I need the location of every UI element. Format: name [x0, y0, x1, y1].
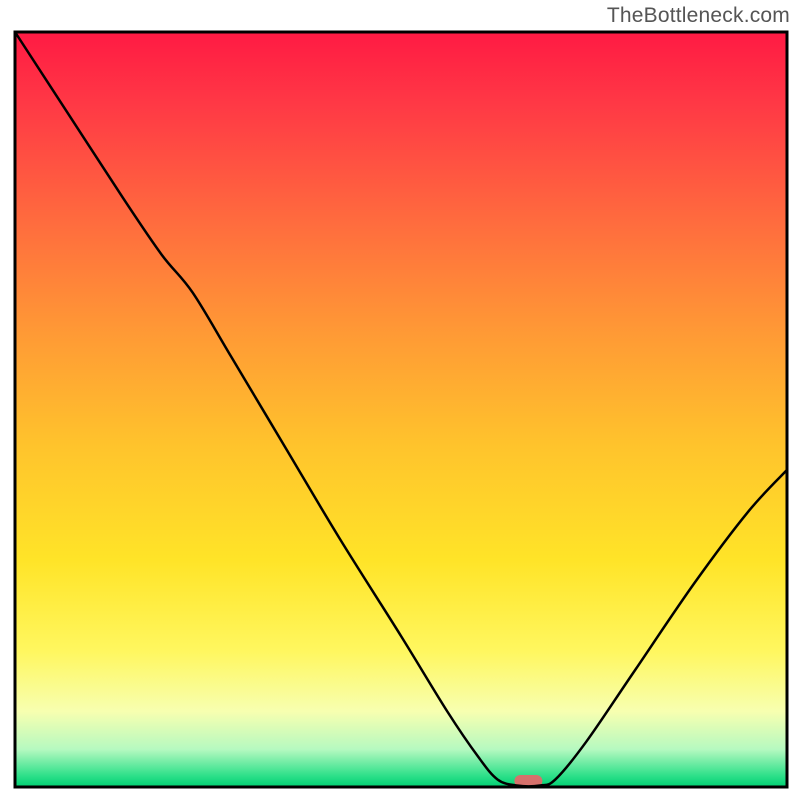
bottleneck-chart: [0, 0, 800, 800]
chart-background: [15, 32, 787, 787]
